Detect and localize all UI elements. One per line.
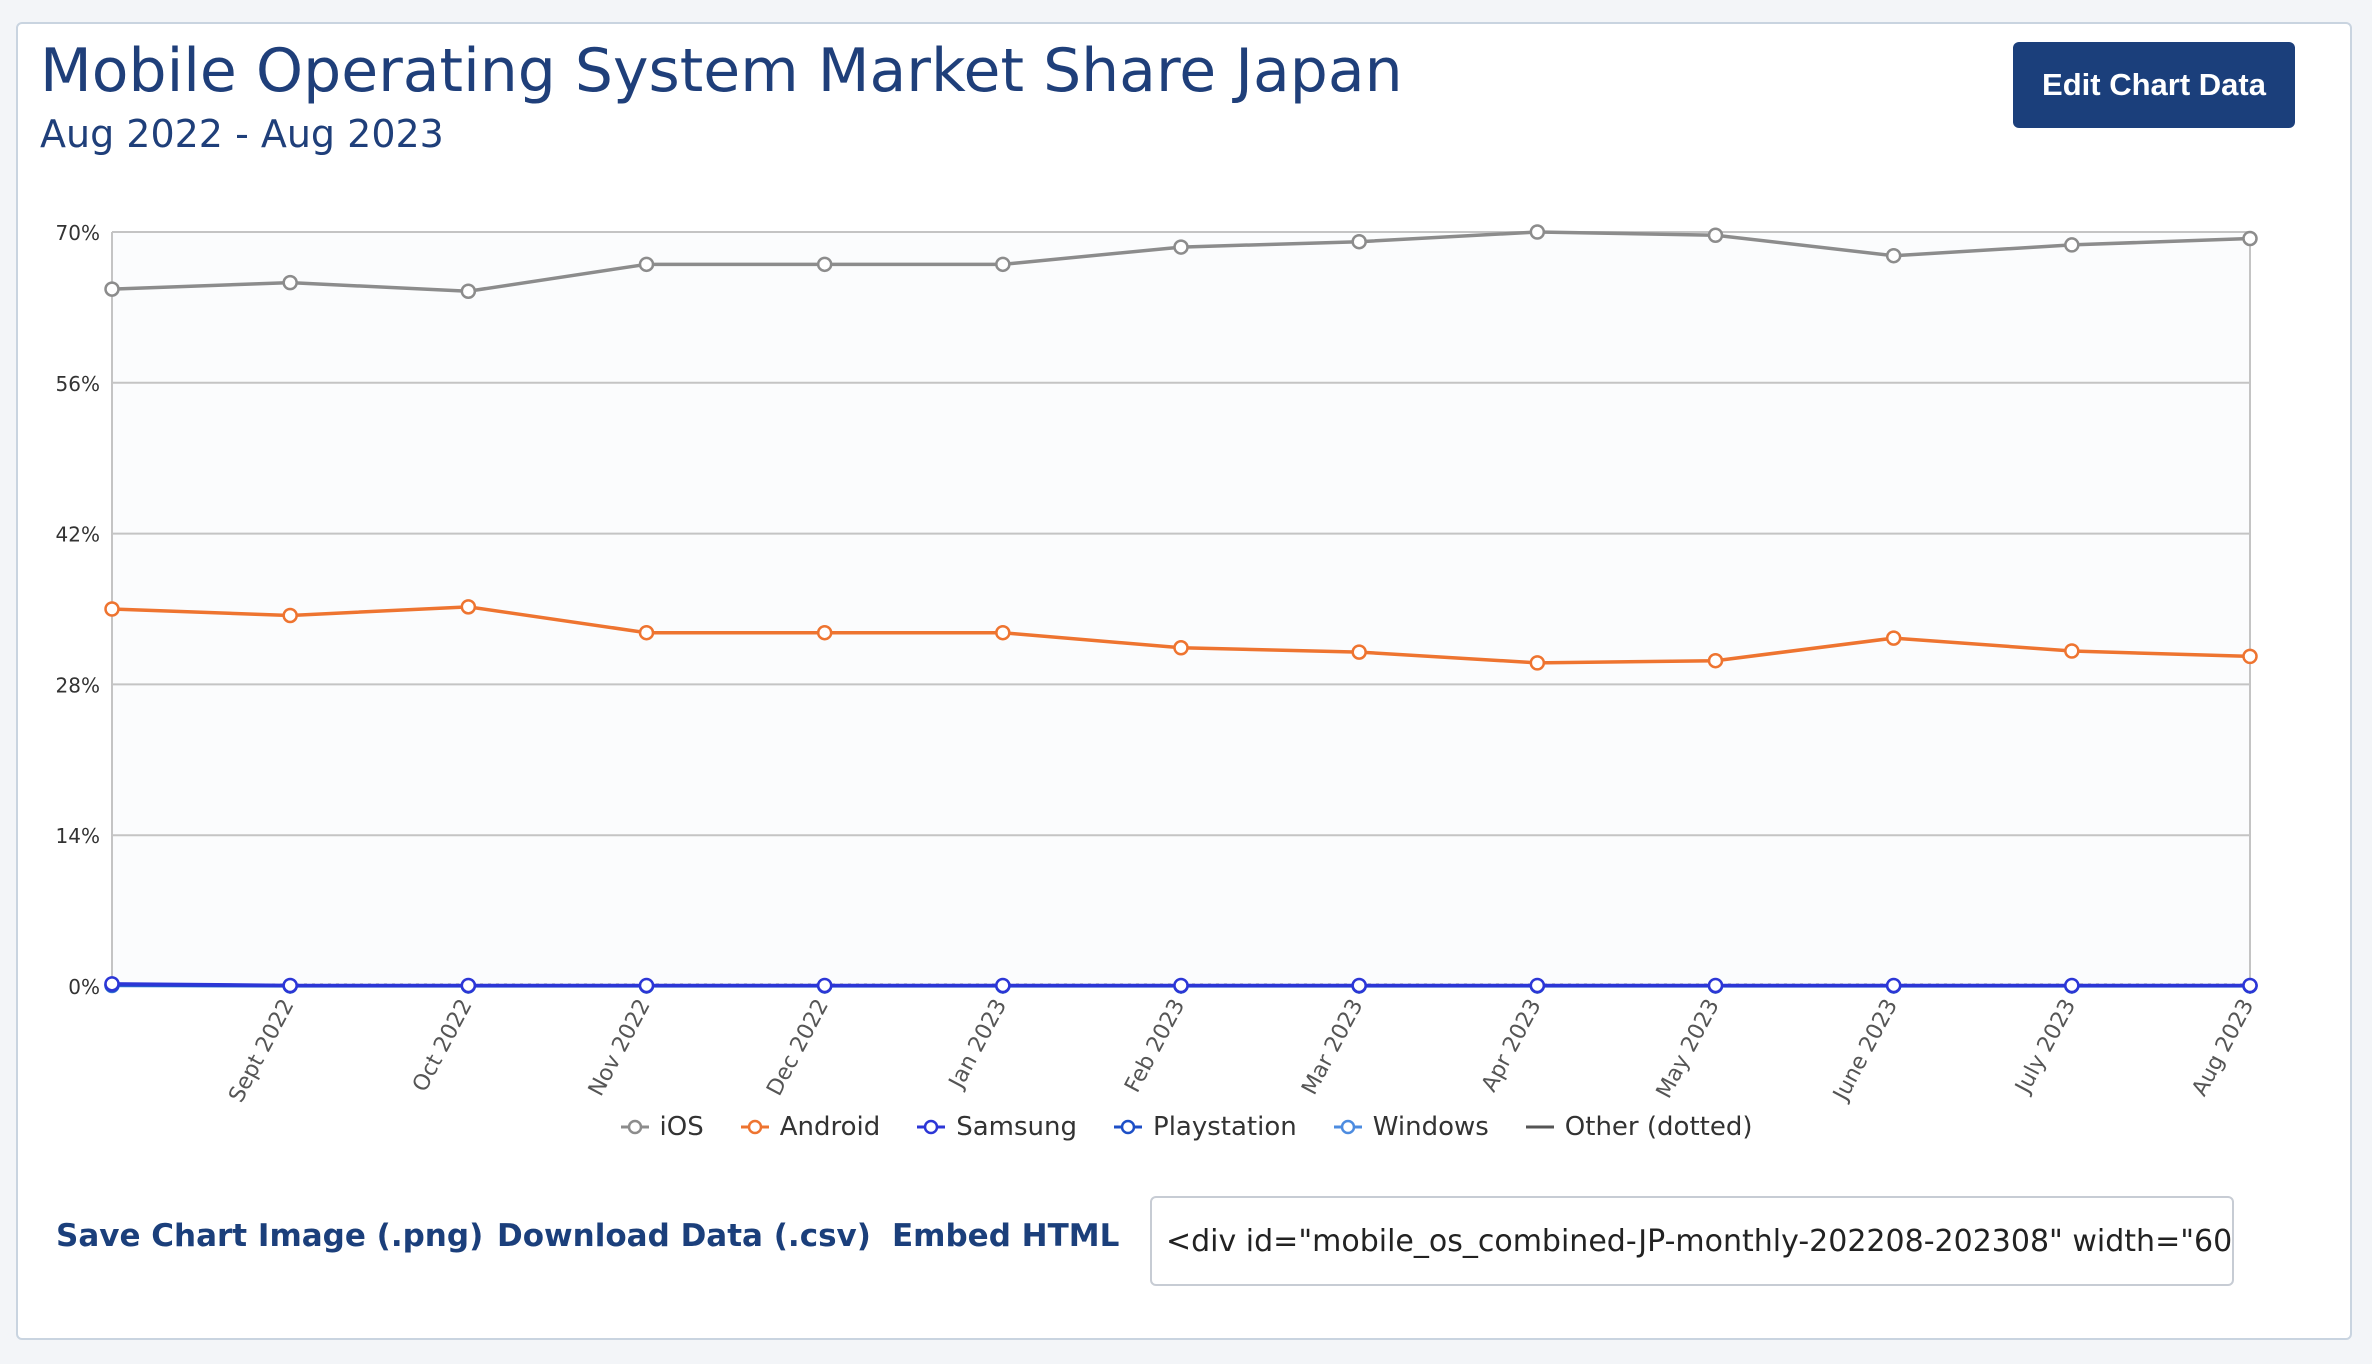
x-tick-label: May 2023 xyxy=(1652,995,1725,1103)
legend-label: iOS xyxy=(659,1112,704,1142)
legend-label: Android xyxy=(779,1112,881,1142)
legend-label: Playstation xyxy=(1153,1112,1297,1142)
x-tick-label: Apr 2023 xyxy=(1477,995,1547,1096)
data-point[interactable] xyxy=(282,977,298,994)
chart-title: Mobile Operating System Market Share Jap… xyxy=(40,36,1403,106)
y-tick-label: 28% xyxy=(56,673,100,697)
legend-item[interactable]: Other (dotted) xyxy=(1525,1112,1753,1142)
y-tick-label: 56% xyxy=(56,372,100,396)
save-chart-image-link[interactable]: Save Chart Image (.png) xyxy=(56,1218,484,1254)
data-point[interactable] xyxy=(2242,648,2258,665)
legend-swatch-icon xyxy=(1333,1119,1362,1135)
legend-swatch-icon xyxy=(1525,1125,1554,1129)
data-point[interactable] xyxy=(1351,233,1367,250)
data-point[interactable] xyxy=(104,281,120,297)
data-point[interactable] xyxy=(2242,977,2258,994)
data-point[interactable] xyxy=(638,624,655,641)
data-point[interactable] xyxy=(995,256,1011,273)
data-point[interactable] xyxy=(1173,977,1189,994)
y-tick-label: 70% xyxy=(56,221,100,245)
data-point[interactable] xyxy=(1885,247,1902,264)
x-tick-label: Dec 2022 xyxy=(762,995,834,1100)
x-tick-label: July 2023 xyxy=(2010,995,2081,1099)
data-point[interactable] xyxy=(460,283,477,299)
legend-item[interactable]: Playstation xyxy=(1113,1112,1297,1142)
chart-subtitle: Aug 2022 - Aug 2023 xyxy=(40,112,444,156)
edit-chart-data-button[interactable]: Edit Chart Data xyxy=(2013,42,2295,128)
data-point[interactable] xyxy=(1885,977,1902,994)
legend-swatch-icon xyxy=(620,1119,649,1135)
legend-swatch-icon xyxy=(1114,1119,1143,1135)
data-point[interactable] xyxy=(1529,977,1546,994)
legend-swatch-icon xyxy=(917,1119,946,1135)
data-point[interactable] xyxy=(995,624,1011,641)
legend-item[interactable]: Windows xyxy=(1333,1112,1489,1142)
data-point[interactable] xyxy=(2064,643,2080,659)
data-point[interactable] xyxy=(1529,655,1546,671)
data-point[interactable] xyxy=(816,624,833,641)
legend-item[interactable]: Android xyxy=(740,1112,881,1142)
data-point[interactable] xyxy=(1707,652,1724,669)
download-data-link[interactable]: Download Data (.csv) xyxy=(497,1218,871,1254)
x-tick-label: June 2023 xyxy=(1828,995,1903,1106)
data-point[interactable] xyxy=(282,274,298,291)
data-point[interactable] xyxy=(1707,977,1724,994)
x-tick-label: Nov 2022 xyxy=(584,995,656,1100)
embed-html-field[interactable]: <div id="mobile_os_combined-JP-monthly-2… xyxy=(1150,1196,2234,1286)
x-tick-label: Feb 2023 xyxy=(1120,995,1190,1097)
data-point[interactable] xyxy=(2064,977,2080,994)
y-tick-label: 14% xyxy=(56,824,100,848)
data-point[interactable] xyxy=(1351,644,1367,660)
x-tick-label: Mar 2023 xyxy=(1297,995,1368,1099)
legend-item[interactable]: Samsung xyxy=(916,1112,1077,1142)
chart-series xyxy=(104,224,2258,994)
y-tick-label: 42% xyxy=(56,523,100,547)
legend-item[interactable]: iOS xyxy=(620,1112,704,1142)
legend-label: Windows xyxy=(1372,1112,1489,1142)
legend-label: Other (dotted) xyxy=(1564,1112,1753,1142)
data-point[interactable] xyxy=(816,977,833,994)
data-point[interactable] xyxy=(995,977,1011,994)
legend-label: Samsung xyxy=(956,1112,1078,1142)
data-point[interactable] xyxy=(816,256,833,273)
y-tick-label: 0% xyxy=(68,975,100,999)
data-point[interactable] xyxy=(2242,230,2258,247)
data-point[interactable] xyxy=(1885,630,1902,646)
data-point[interactable] xyxy=(2064,237,2080,253)
data-point[interactable] xyxy=(638,256,655,273)
chart-legend: iOS Android Samsung Playstation Windows Other… xyxy=(0,1112,2372,1142)
data-point[interactable] xyxy=(460,599,477,615)
data-point[interactable] xyxy=(1529,224,1546,240)
data-point[interactable] xyxy=(1707,227,1724,243)
data-point[interactable] xyxy=(104,976,120,992)
x-tick-label: Oct 2022 xyxy=(408,995,478,1096)
data-point[interactable] xyxy=(1173,239,1189,255)
data-point[interactable] xyxy=(1351,977,1367,994)
data-point[interactable] xyxy=(1173,640,1189,656)
data-point[interactable] xyxy=(460,977,477,994)
data-point[interactable] xyxy=(104,601,120,617)
x-tick-label: Aug 2023 xyxy=(2187,995,2259,1100)
data-point[interactable] xyxy=(282,607,298,624)
x-tick-label: Jan 2023 xyxy=(944,995,1013,1094)
legend-swatch-icon xyxy=(740,1119,769,1135)
embed-html-label: Embed HTML xyxy=(892,1218,1120,1254)
data-point[interactable] xyxy=(638,977,655,994)
x-tick-label: Sept 2022 xyxy=(224,995,299,1107)
